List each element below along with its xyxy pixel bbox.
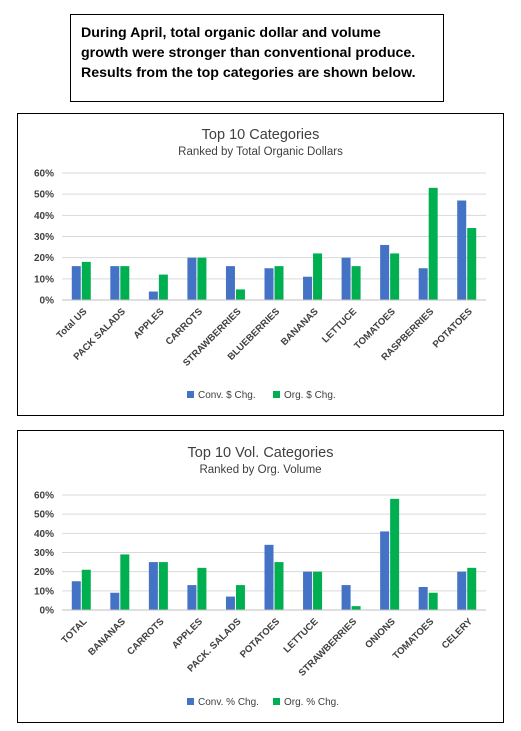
x-tick-label: CARROTS xyxy=(125,616,167,658)
intro-callout: During April, total organic dollar and v… xyxy=(70,14,444,102)
bar-org xyxy=(390,253,400,300)
intro-line: growth were stronger than conventional p… xyxy=(81,45,416,61)
y-tick-label: 0% xyxy=(40,296,55,307)
x-tick-label: APPLES xyxy=(170,616,205,651)
bar-conv xyxy=(341,257,351,300)
bar-conv xyxy=(303,571,313,610)
bar-org xyxy=(351,606,361,610)
chart-panel-volume: Top 10 Vol. Categories Ranked by Org. Vol… xyxy=(17,430,504,723)
bar-org xyxy=(467,228,477,300)
bar-conv xyxy=(264,268,274,300)
intro-line: Results from the top categories are show… xyxy=(81,65,416,81)
bar-org xyxy=(351,266,361,300)
chart-title: Top 10 Categories xyxy=(202,127,320,143)
x-tick-label: APPLES xyxy=(132,306,167,341)
legend-label: Org. $ Chg. xyxy=(284,390,336,401)
bar-conv xyxy=(110,266,120,300)
y-tick-label: 10% xyxy=(34,586,54,597)
bar-conv xyxy=(187,257,197,300)
bar-conv xyxy=(148,562,158,610)
bar-org xyxy=(120,554,130,610)
bar-conv xyxy=(71,266,81,300)
y-tick-label: 10% xyxy=(34,274,54,285)
y-tick-label: 60% xyxy=(34,491,54,502)
bar-org xyxy=(158,274,168,300)
bar-conv xyxy=(341,585,351,610)
chart-dollars: Top 10 Categories Ranked by Total Organic… xyxy=(34,127,486,401)
legend-label: Org. % Chg. xyxy=(284,697,339,708)
bar-org xyxy=(120,266,130,300)
bar-org xyxy=(235,585,245,610)
bar-org xyxy=(81,569,91,610)
bar-conv xyxy=(418,587,428,610)
bar-org xyxy=(197,567,207,610)
y-tick-label: 60% xyxy=(34,169,54,180)
y-tick-label: 40% xyxy=(34,529,54,540)
x-tick-label: CELERY xyxy=(440,616,475,651)
bar-org xyxy=(390,498,400,610)
legend-swatch xyxy=(187,698,194,705)
bar-conv xyxy=(380,244,390,300)
bar-org xyxy=(274,266,284,300)
chart-panel-dollars: Top 10 Categories Ranked by Total Organic… xyxy=(17,113,504,416)
bar-conv xyxy=(303,276,313,300)
bar-org xyxy=(467,567,477,610)
bar-org xyxy=(428,187,438,300)
x-tick-label: Total US xyxy=(55,306,90,341)
y-tick-label: 0% xyxy=(40,606,55,617)
bar-conv xyxy=(71,581,81,610)
legend-label: Conv. % Chg. xyxy=(198,697,259,708)
legend-swatch xyxy=(273,391,280,398)
bar-conv xyxy=(110,592,120,610)
y-tick-label: 50% xyxy=(34,510,54,521)
x-tick-label: TOTAL xyxy=(60,616,90,646)
y-tick-label: 20% xyxy=(34,567,54,578)
bar-conv xyxy=(264,544,274,610)
bar-org xyxy=(235,289,245,300)
legend-swatch xyxy=(187,391,194,398)
chart-title: Top 10 Vol. Categories xyxy=(188,445,334,461)
bar-conv xyxy=(187,585,197,610)
y-tick-label: 40% xyxy=(34,211,54,222)
y-tick-label: 50% xyxy=(34,190,54,201)
bar-org xyxy=(274,562,284,610)
legend-label: Conv. $ Chg. xyxy=(198,390,256,401)
bar-org xyxy=(428,592,438,610)
x-tick-label: TOMATOES xyxy=(391,616,437,662)
x-tick-label: LETTUCE xyxy=(282,616,321,655)
intro-line: During April, total organic dollar and v… xyxy=(81,25,381,41)
y-tick-label: 30% xyxy=(34,548,54,559)
bar-org xyxy=(197,257,207,300)
legend: Conv. $ Chg. Org. $ Chg. xyxy=(187,390,336,401)
bar-conv xyxy=(380,531,390,610)
legend: Conv. % Chg. Org. % Chg. xyxy=(187,697,339,708)
bar-org xyxy=(81,261,91,300)
x-tick-label: BANANAS xyxy=(279,306,321,348)
x-tick-label: POTATOES xyxy=(238,616,282,660)
x-tick-label: ONIONS xyxy=(363,616,398,651)
bar-org xyxy=(158,562,168,610)
x-tick-label: POTATOES xyxy=(431,306,475,350)
x-tick-label: BANANAS xyxy=(86,616,128,658)
bar-conv xyxy=(457,571,467,610)
chart-subtitle: Ranked by Org. Volume xyxy=(199,464,321,476)
chart-volume: Top 10 Vol. Categories Ranked by Org. Vol… xyxy=(34,445,486,708)
y-tick-label: 20% xyxy=(34,253,54,264)
bar-org xyxy=(313,253,323,300)
bar-conv xyxy=(225,596,235,610)
x-tick-label: CARROTS xyxy=(164,306,206,348)
bar-conv xyxy=(418,268,428,300)
chart-subtitle: Ranked by Total Organic Dollars xyxy=(178,146,343,158)
bar-conv xyxy=(225,266,235,300)
bar-conv xyxy=(148,291,158,300)
legend-swatch xyxy=(273,698,280,705)
bar-conv xyxy=(457,200,467,300)
y-tick-label: 30% xyxy=(34,232,54,243)
x-tick-label: LETTUCE xyxy=(320,306,359,345)
bar-org xyxy=(313,571,323,610)
